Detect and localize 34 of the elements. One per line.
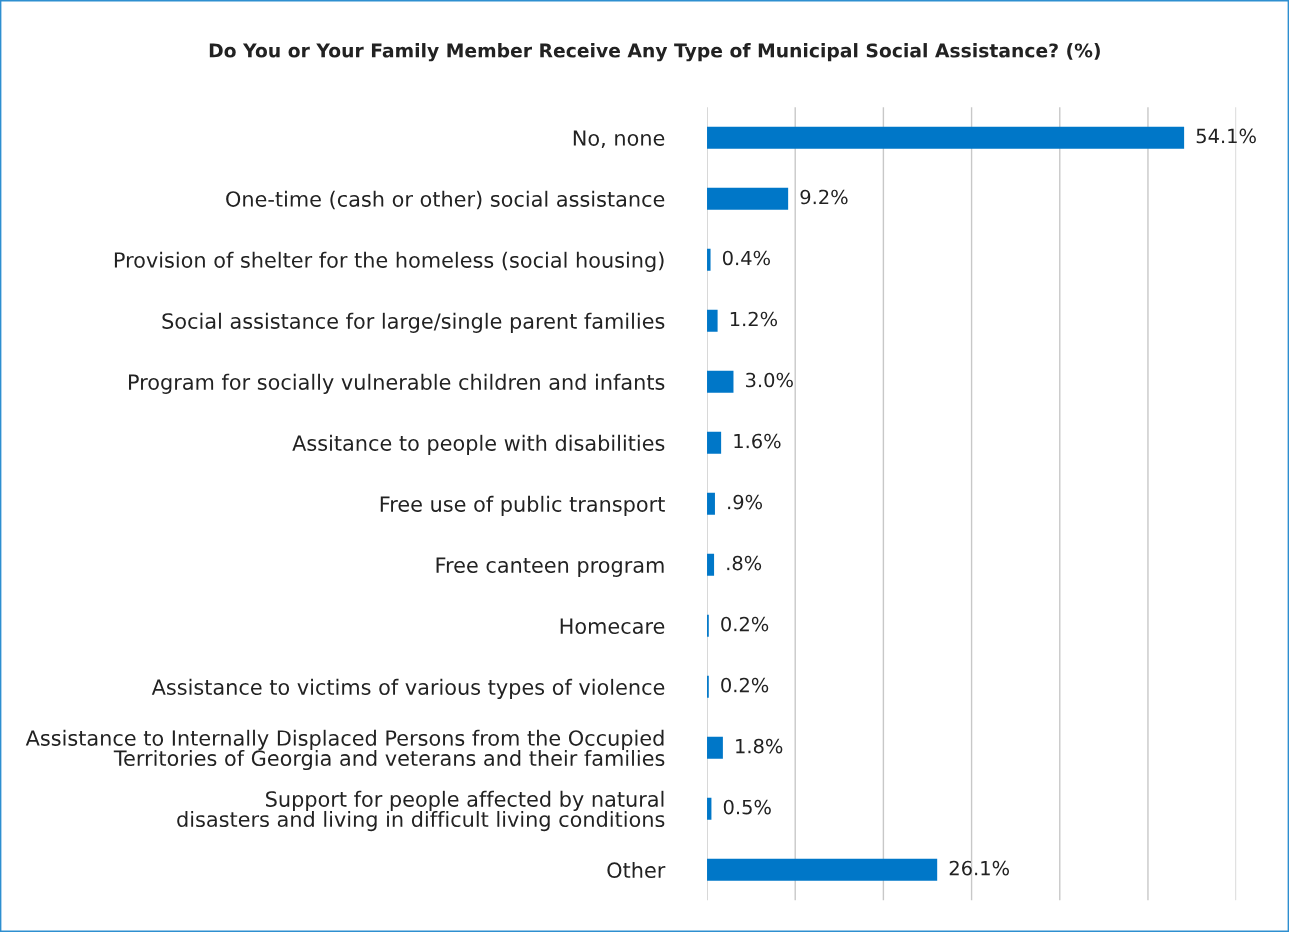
bar	[707, 858, 938, 881]
y-tick-label: Free use of public transport	[380, 495, 665, 516]
y-tick-label: Support for people affected by natural disasters and living in difficult living conditions	[177, 790, 665, 832]
data-label: 26.1%	[949, 860, 1009, 876]
bar	[707, 309, 718, 332]
bar	[707, 187, 789, 210]
y-tick-label: Provision of shelter for the homeless (social housing)	[114, 251, 664, 272]
y-tick-label: Program for socially vulnerable children and infants	[129, 373, 665, 394]
bar	[707, 126, 1185, 149]
data-label: 9.2%	[800, 189, 848, 205]
data-label: 1.2%	[730, 311, 778, 327]
data-label: 3.0%	[746, 372, 793, 388]
y-tick-label: Assistance to victims of various types of violence	[151, 678, 665, 700]
data-label: 0.2%	[721, 677, 769, 693]
y-tick-label: Other	[607, 861, 666, 879]
data-label: 1.8%	[736, 738, 783, 754]
y-tick-label: One-time (cash or other) social assistance	[226, 190, 665, 210]
y-tick-label: Social assistance for large/single parent families	[162, 312, 665, 333]
y-tick-label: No, none	[573, 130, 665, 149]
data-label: .8%	[727, 555, 762, 571]
data-label: .9%	[728, 494, 763, 510]
y-tick-label: Homecare	[560, 618, 665, 634]
bar	[707, 370, 734, 393]
chart-title: Do You or Your Family Member Receive Any Type of Municipal Social Assistance? (%)	[209, 43, 1100, 62]
data-label: 1.6%	[734, 433, 781, 449]
y-tick-label: Assistance to Internally Displaced Persons from the Occupied Territories of Georgia and veterans and their families	[25, 729, 665, 771]
y-tick-label: Free canteen program	[436, 557, 664, 577]
data-label: 0.5%	[723, 799, 771, 815]
bar	[707, 431, 722, 454]
data-label: 0.4%	[722, 250, 770, 266]
bar	[707, 736, 723, 759]
y-tick-label: Assitance to people with disabilities	[292, 434, 665, 455]
data-label: 54.1%	[1196, 128, 1256, 144]
data-label: 0.2%	[721, 616, 769, 632]
